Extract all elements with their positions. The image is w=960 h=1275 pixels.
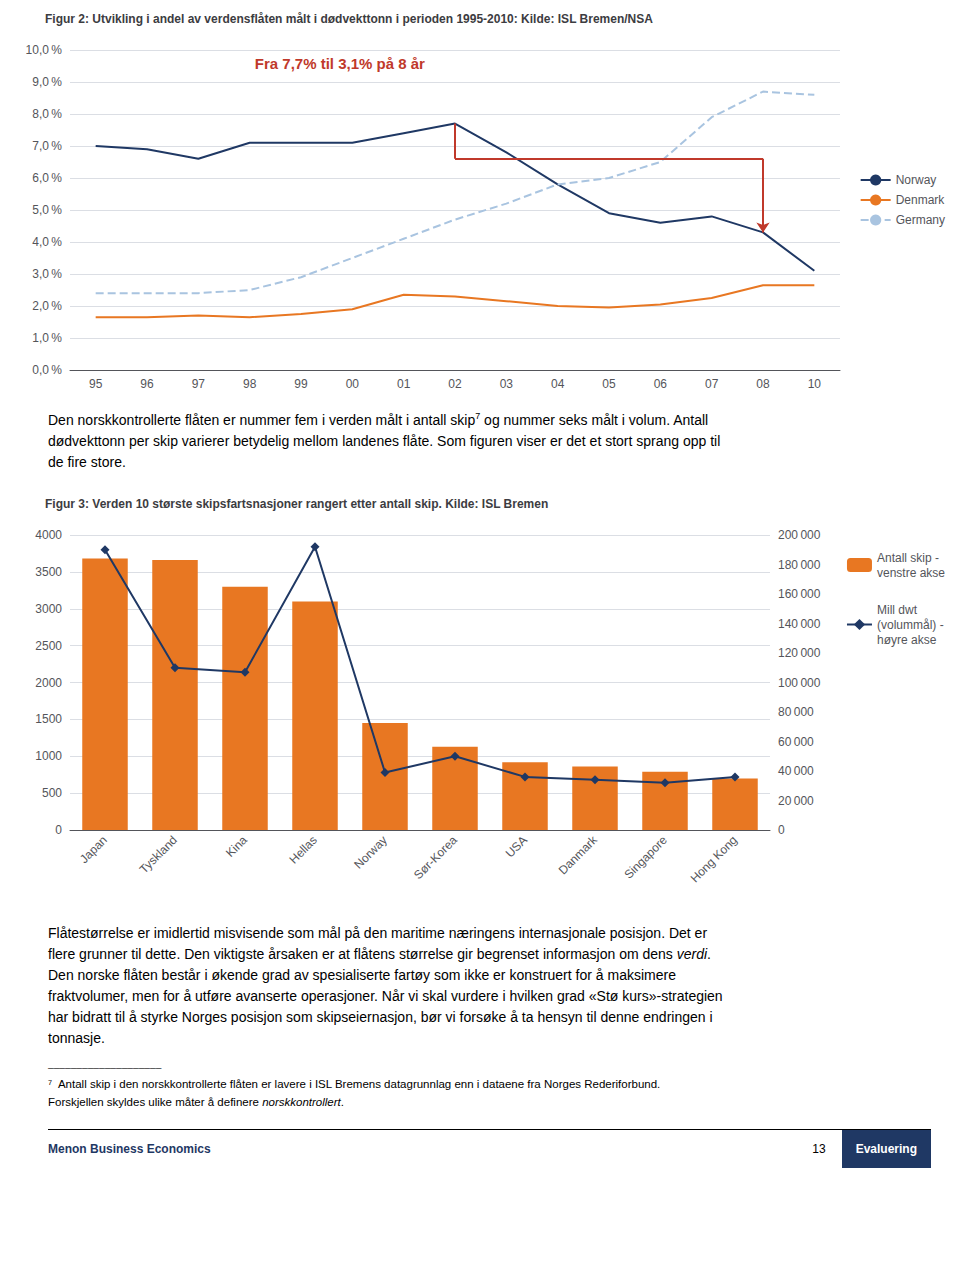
svg-text:10: 10 xyxy=(808,377,822,391)
svg-text:Sør-Korea: Sør-Korea xyxy=(411,833,460,882)
svg-text:140 000: 140 000 xyxy=(778,617,821,631)
svg-text:Kina: Kina xyxy=(223,833,250,860)
svg-text:1000: 1000 xyxy=(35,749,62,763)
svg-text:6,0 %: 6,0 % xyxy=(32,171,62,185)
svg-text:9,0 %: 9,0 % xyxy=(32,75,62,89)
html-text:⁷ Antall skip i den norskkontr: ⁷ Antall skip i den norskkontrollerte fl… xyxy=(48,1078,661,1090)
svg-text:05: 05 xyxy=(602,377,616,391)
svg-text:120 000: 120 000 xyxy=(778,646,821,660)
svg-text:Antall skip -: Antall skip - xyxy=(877,551,939,565)
svg-text:0: 0 xyxy=(55,823,62,837)
svg-text:40 000: 40 000 xyxy=(778,764,814,778)
svg-text:1500: 1500 xyxy=(35,712,62,726)
svg-text:Mill dwt: Mill dwt xyxy=(877,603,918,617)
svg-text:(volummål) -: (volummål) - xyxy=(877,618,944,632)
svg-text:5,0 %: 5,0 % xyxy=(32,203,62,217)
html-text:dødvekttonn per skip varierer: dødvekttonn per skip varierer betydelig … xyxy=(48,433,721,449)
svg-text:98: 98 xyxy=(243,377,257,391)
svg-text:Norway: Norway xyxy=(351,833,390,872)
svg-text:2500: 2500 xyxy=(35,639,62,653)
svg-text:0,0 %: 0,0 % xyxy=(32,363,62,377)
svg-text:8,0 %: 8,0 % xyxy=(32,107,62,121)
svg-text:Tyskland: Tyskland xyxy=(137,833,180,876)
svg-text:Hellas: Hellas xyxy=(286,833,319,866)
svg-text:høyre akse: høyre akse xyxy=(877,633,937,647)
svg-text:02: 02 xyxy=(448,377,462,391)
svg-text:2,0 %: 2,0 % xyxy=(32,299,62,313)
html-text:fraktvolumer, men for å utføre: fraktvolumer, men for å utføre avanserte… xyxy=(48,988,723,1004)
svg-text:Japan: Japan xyxy=(77,833,110,866)
svg-text:4,0 %: 4,0 % xyxy=(32,235,62,249)
svg-text:03: 03 xyxy=(500,377,514,391)
svg-text:7,0 %: 7,0 % xyxy=(32,139,62,153)
svg-text:200 000: 200 000 xyxy=(778,528,821,542)
svg-text:07: 07 xyxy=(705,377,719,391)
svg-text:80 000: 80 000 xyxy=(778,705,814,719)
svg-text:160 000: 160 000 xyxy=(778,587,821,601)
svg-text:Norway: Norway xyxy=(896,173,937,187)
svg-text:Figur 3: Verden 10 største ski: Figur 3: Verden 10 største skipsfartsnas… xyxy=(45,497,548,511)
svg-text:01: 01 xyxy=(397,377,411,391)
svg-text:180 000: 180 000 xyxy=(778,558,821,572)
svg-text:venstre akse: venstre akse xyxy=(877,566,945,580)
svg-text:96: 96 xyxy=(140,377,154,391)
html-text:har bidratt til å styrke Norge: har bidratt til å styrke Norges posisjon… xyxy=(48,1009,713,1025)
svg-text:Denmark: Denmark xyxy=(896,193,946,207)
html-text:Flåtestørrelse er imidlertid m: Flåtestørrelse er imidlertid misvisende … xyxy=(48,925,707,941)
svg-text:04: 04 xyxy=(551,377,565,391)
svg-text:60 000: 60 000 xyxy=(778,735,814,749)
html-text:13: 13 xyxy=(812,1142,826,1156)
svg-text:4000: 4000 xyxy=(35,528,62,542)
svg-text:Figur 2: Utvikling i andel av: Figur 2: Utvikling i andel av verdensflå… xyxy=(45,12,653,26)
svg-text:3,0 %: 3,0 % xyxy=(32,267,62,281)
svg-text:95: 95 xyxy=(89,377,103,391)
svg-text:10,0 %: 10,0 % xyxy=(26,43,63,57)
svg-text:Danmark: Danmark xyxy=(556,832,601,877)
html-text:Menon Business Economics: Menon Business Economics xyxy=(48,1142,211,1156)
svg-text:99: 99 xyxy=(294,377,308,391)
svg-text:Germany: Germany xyxy=(896,213,945,227)
svg-text:97: 97 xyxy=(192,377,206,391)
html-text:Forskjellen skyldes ulike måte: Forskjellen skyldes ulike måter å define… xyxy=(48,1096,344,1108)
svg-text:06: 06 xyxy=(654,377,668,391)
html-text:Den norske flåten består i øke: Den norske flåten består i økende grad a… xyxy=(48,967,676,983)
html-text:tonnasje.: tonnasje. xyxy=(48,1030,105,1046)
html-text:flere grunner til dette. Den v: flere grunner til dette. Den viktigste å… xyxy=(48,946,711,962)
html-text:Evaluering: Evaluering xyxy=(855,1142,917,1156)
svg-text:08: 08 xyxy=(756,377,770,391)
svg-text:0: 0 xyxy=(778,823,785,837)
svg-text:3500: 3500 xyxy=(35,565,62,579)
svg-text:1,0 %: 1,0 % xyxy=(32,331,62,345)
svg-text:USA: USA xyxy=(503,833,530,860)
svg-text:100 000: 100 000 xyxy=(778,676,821,690)
svg-text:2000: 2000 xyxy=(35,676,62,690)
svg-text:Fra 7,7% til 3,1% på 8 år: Fra 7,7% til 3,1% på 8 år xyxy=(255,55,425,72)
svg-text:Singapore: Singapore xyxy=(621,833,670,882)
svg-text:20 000: 20 000 xyxy=(778,794,814,808)
html-text:de fire store.: de fire store. xyxy=(48,454,126,470)
svg-text:Hong Kong: Hong Kong xyxy=(688,833,740,885)
svg-text:3000: 3000 xyxy=(35,602,62,616)
svg-text:500: 500 xyxy=(42,786,62,800)
html-text:Den norskkontrollerte flåten e: Den norskkontrollerte flåten er nummer f… xyxy=(48,411,709,428)
svg-text:00: 00 xyxy=(346,377,360,391)
